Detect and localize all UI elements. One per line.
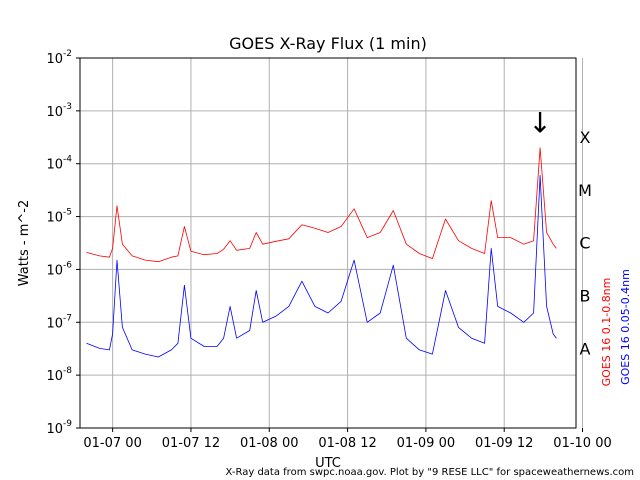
y-tick-exponent: -3 — [63, 102, 72, 112]
y-tick-exponent: -8 — [63, 366, 72, 376]
y-tick-exponent: -7 — [63, 313, 72, 323]
flare-class-b: B — [580, 287, 591, 306]
x-tick-label: 01-08 12 — [318, 436, 376, 451]
flare-class-m: M — [578, 181, 592, 200]
series-line-1 — [86, 175, 557, 358]
x-axis-label: UTC — [315, 456, 341, 471]
y-tick-exponent: -2 — [63, 49, 72, 59]
flare-class-labels: X M C B A — [578, 128, 592, 358]
grid-lines — [80, 57, 584, 429]
y-axis-label: Watts - m^-2 — [17, 200, 32, 286]
y-tick-label: 10-6 — [46, 260, 72, 278]
x-tick-label: 01-07 00 — [83, 436, 141, 451]
y-tick-label: 10-7 — [46, 313, 72, 331]
y-tick-exponent: -5 — [63, 208, 72, 218]
flare-arrow-annotation: ↓ — [528, 107, 551, 140]
y-tick-label: 10-8 — [46, 366, 72, 384]
flare-class-c: C — [579, 234, 590, 253]
y-axis-ticks: 10-2 10-3 10-4 10-5 10-6 10-7 10-8 10-9 — [46, 49, 80, 437]
series-layer — [86, 147, 557, 358]
flare-class-a: A — [580, 339, 591, 358]
x-tick-label: 01-09 12 — [475, 436, 533, 451]
series-line-0 — [86, 147, 557, 263]
y-tick-exponent: -6 — [63, 260, 72, 270]
x-tick-label: 01-07 12 — [162, 436, 220, 451]
y-tick-label: 10-9 — [46, 419, 72, 437]
y-tick-exponent: -4 — [63, 155, 72, 165]
y-tick-label: 10-4 — [46, 155, 72, 173]
x-tick-label: 01-09 00 — [397, 436, 455, 451]
x-axis-ticks: 01-07 00 01-07 12 01-08 00 01-08 12 01-09 00… — [83, 428, 612, 451]
flare-class-x: X — [580, 128, 591, 147]
y-tick-label: 10-5 — [46, 208, 72, 226]
y-tick-label: 10-3 — [46, 102, 72, 120]
data-credit: X-Ray data from swpc.noaa.gov. Plot by "… — [226, 467, 634, 478]
x-tick-label: 01-10 00 — [553, 436, 611, 451]
y-tick-label: 10-2 — [46, 49, 72, 67]
legend-entry-goes16-short: GOES 16 0.05-0.4nm — [619, 269, 632, 385]
chart-title: GOES X-Ray Flux (1 min) — [229, 34, 427, 53]
legend-entry-goes16-long: GOES 16 0.1-0.8nm — [600, 278, 613, 387]
y-tick-exponent: -9 — [63, 419, 72, 429]
x-tick-label: 01-08 00 — [240, 436, 298, 451]
plot-frame — [79, 57, 577, 429]
